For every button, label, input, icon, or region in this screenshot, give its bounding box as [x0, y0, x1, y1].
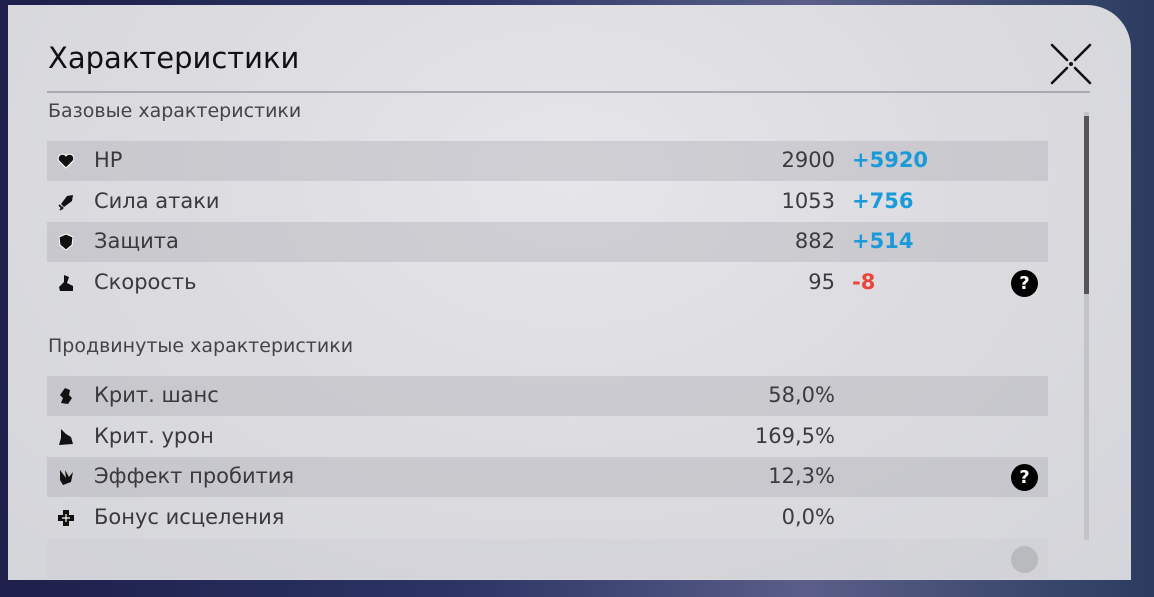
- stat-bonus: -8: [852, 270, 876, 295]
- stat-row: Сила атаки 1053 +756: [47, 182, 1048, 222]
- stat-row-partial: [47, 539, 1048, 579]
- help-icon[interactable]: [1011, 546, 1038, 573]
- stat-label: Сила атаки: [94, 188, 220, 213]
- stat-value: 95: [808, 270, 835, 295]
- scrollbar-thumb[interactable]: [1084, 116, 1089, 294]
- crit-chance-icon: [60, 388, 72, 404]
- stat-value: 1053: [781, 188, 835, 213]
- stat-value: 882: [794, 229, 835, 254]
- stat-value: 2900: [781, 148, 835, 172]
- stat-row: Скорость 95 -8?: [47, 263, 1048, 303]
- stat-row: Крит. урон 169,5%: [47, 417, 1048, 457]
- stat-label: Бонус исцеления: [94, 505, 285, 530]
- boot-icon: [59, 275, 73, 292]
- crit-damage-icon: [59, 428, 73, 445]
- stat-row: Эффект пробития 12,3%?: [47, 457, 1048, 498]
- section-advanced-title: Продвинутые характеристики: [48, 335, 354, 357]
- shield-icon: [58, 233, 74, 252]
- stat-bonus: +756: [852, 188, 914, 213]
- stat-label: Крит. урон: [94, 423, 214, 448]
- stat-label: Крит. шанс: [94, 383, 219, 407]
- stats-panel: Характеристики Базовые характеристики HP…: [8, 5, 1131, 580]
- stat-label: Скорость: [94, 270, 197, 295]
- stat-row: HP 2900 +5920: [47, 141, 1048, 181]
- scrollbar-track[interactable]: [1084, 112, 1089, 540]
- stat-row: Бонус исцеления 0,0%: [47, 498, 1048, 538]
- penetration-icon: [60, 470, 73, 486]
- stat-row: Защита 882 +514: [47, 222, 1048, 263]
- stat-bonus: +514: [852, 229, 914, 254]
- sword-icon: [58, 194, 73, 211]
- help-icon[interactable]: ?: [1011, 464, 1038, 492]
- panel-title: Характеристики: [48, 41, 300, 75]
- stat-bonus: +5920: [852, 148, 929, 172]
- stat-row: Крит. шанс 58,0%: [47, 376, 1048, 416]
- stat-label: Защита: [94, 229, 179, 254]
- stat-value: 12,3%: [768, 464, 835, 489]
- stat-value: 0,0%: [781, 505, 835, 530]
- healing-cross-icon: [58, 510, 74, 527]
- stat-value: 169,5%: [754, 423, 835, 448]
- stat-value: 58,0%: [768, 383, 835, 407]
- section-basic-title: Базовые характеристики: [48, 100, 302, 122]
- stat-label: Эффект пробития: [94, 464, 295, 489]
- title-divider: [47, 91, 1090, 93]
- heart-icon: [57, 153, 75, 169]
- stat-label: HP: [94, 148, 123, 172]
- help-icon[interactable]: ?: [1011, 270, 1038, 298]
- close-icon[interactable]: [1048, 41, 1094, 87]
